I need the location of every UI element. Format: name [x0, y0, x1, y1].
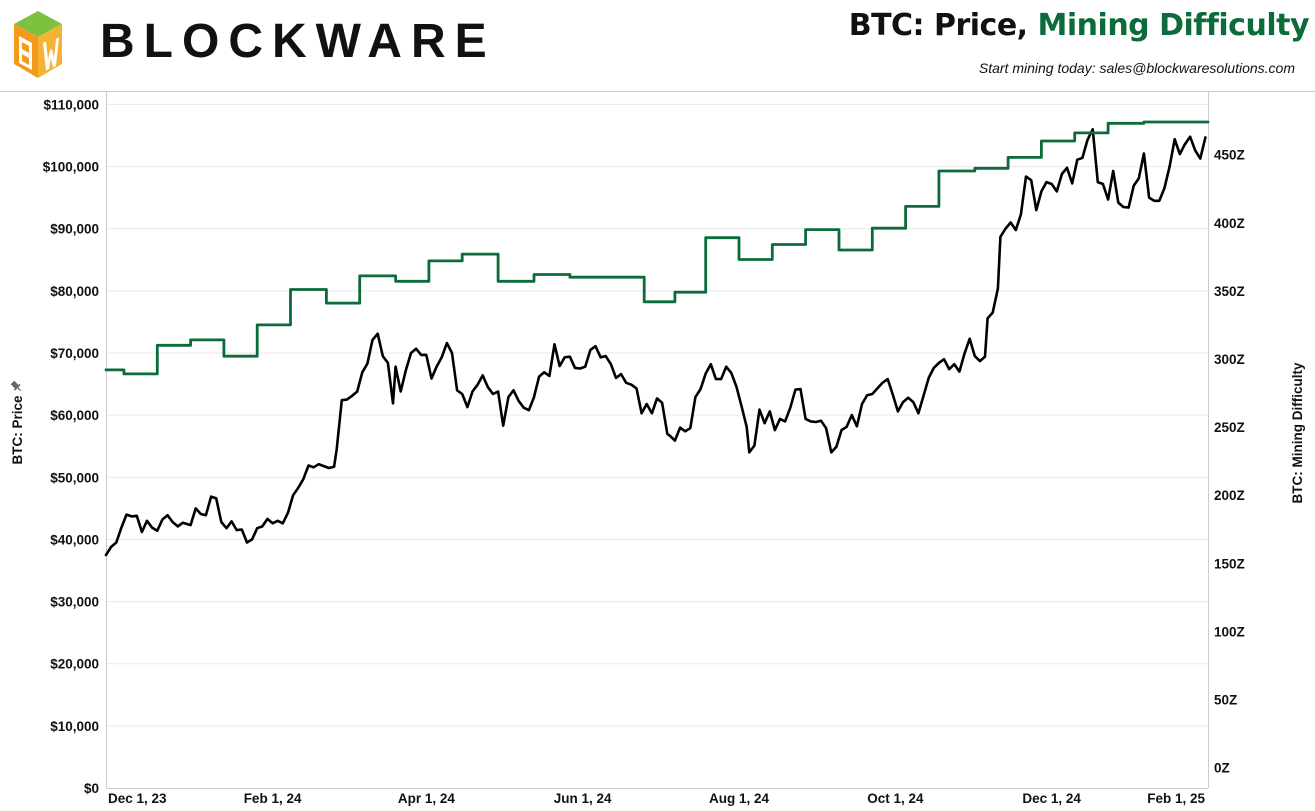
y-left-tick-label: $0	[84, 781, 99, 796]
x-tick-label: Apr 1, 24	[398, 791, 456, 806]
x-tick-label: Feb 1, 25	[1147, 791, 1205, 806]
x-tick-label: Aug 1, 24	[709, 791, 770, 806]
y-right-tick-label: 450Z	[1214, 148, 1245, 163]
x-tick-label: Jun 1, 24	[554, 791, 612, 806]
x-tick-label: Dec 1, 23	[108, 791, 167, 806]
y-right-tick-label: 300Z	[1214, 352, 1245, 367]
y-right-tick-label: 100Z	[1214, 624, 1245, 639]
title-main: BTC: Price,	[848, 8, 1028, 43]
y-left-tick-label: $90,000	[50, 222, 99, 237]
right-axis-ticks: 0Z 50Z 100Z 150Z 200Z 250Z 300Z 350Z 400Z 450Z	[1214, 148, 1245, 776]
y-left-tick-label: $60,000	[50, 408, 99, 423]
y-left-tick-label: $20,000	[50, 657, 99, 672]
y-left-tick-label: $10,000	[50, 719, 99, 734]
y-right-tick-label: 150Z	[1214, 556, 1245, 571]
series-layer	[104, 120, 1210, 557]
y-right-tick-label: 200Z	[1214, 488, 1245, 503]
brand-name: BLOCKWARE	[100, 15, 496, 68]
x-tick-label: Oct 1, 24	[867, 791, 924, 806]
y-left-tick-label: $80,000	[50, 284, 99, 299]
y-right-tick-label: 350Z	[1214, 284, 1245, 299]
chart-title: BTC: Price, Mining Difficulty	[848, 8, 1310, 43]
y-right-tick-label: 50Z	[1214, 692, 1237, 707]
right-axis-title: BTC: Mining Difficulty	[1290, 362, 1305, 503]
blockware-cube-icon	[14, 11, 62, 78]
gridlines	[106, 103, 1208, 727]
pin-icon	[10, 380, 22, 392]
y-right-tick-label: 250Z	[1214, 420, 1245, 435]
price-series-line	[104, 128, 1207, 557]
x-axis-ticks: Dec 1, 23 Feb 1, 24 Apr 1, 24 Jun 1, 24 Aug …	[108, 791, 1205, 806]
y-right-tick-label: 0Z	[1214, 761, 1230, 776]
x-tick-label: Dec 1, 24	[1022, 791, 1081, 806]
title-accent: Mining Difficulty	[1037, 8, 1310, 43]
y-left-tick-label: $40,000	[50, 532, 99, 547]
subtitle: Start mining today: sales@blockwaresolut…	[978, 60, 1295, 76]
left-axis-ticks: $0 $10,000 $20,000 $30,000 $40,000 $50,000 $60…	[43, 97, 99, 796]
y-left-tick-label: $110,000	[43, 97, 99, 112]
blockware-logo	[14, 11, 62, 78]
x-tick-label: Feb 1, 24	[244, 791, 302, 806]
y-left-tick-label: $50,000	[50, 470, 99, 485]
y-left-tick-label: $100,000	[43, 160, 99, 175]
y-left-tick-label: $70,000	[50, 346, 99, 361]
y-left-tick-label: $30,000	[50, 595, 99, 610]
left-axis-title: BTC: Price	[10, 395, 25, 465]
y-right-tick-label: 400Z	[1214, 216, 1245, 231]
difficulty-series-line	[104, 120, 1210, 376]
